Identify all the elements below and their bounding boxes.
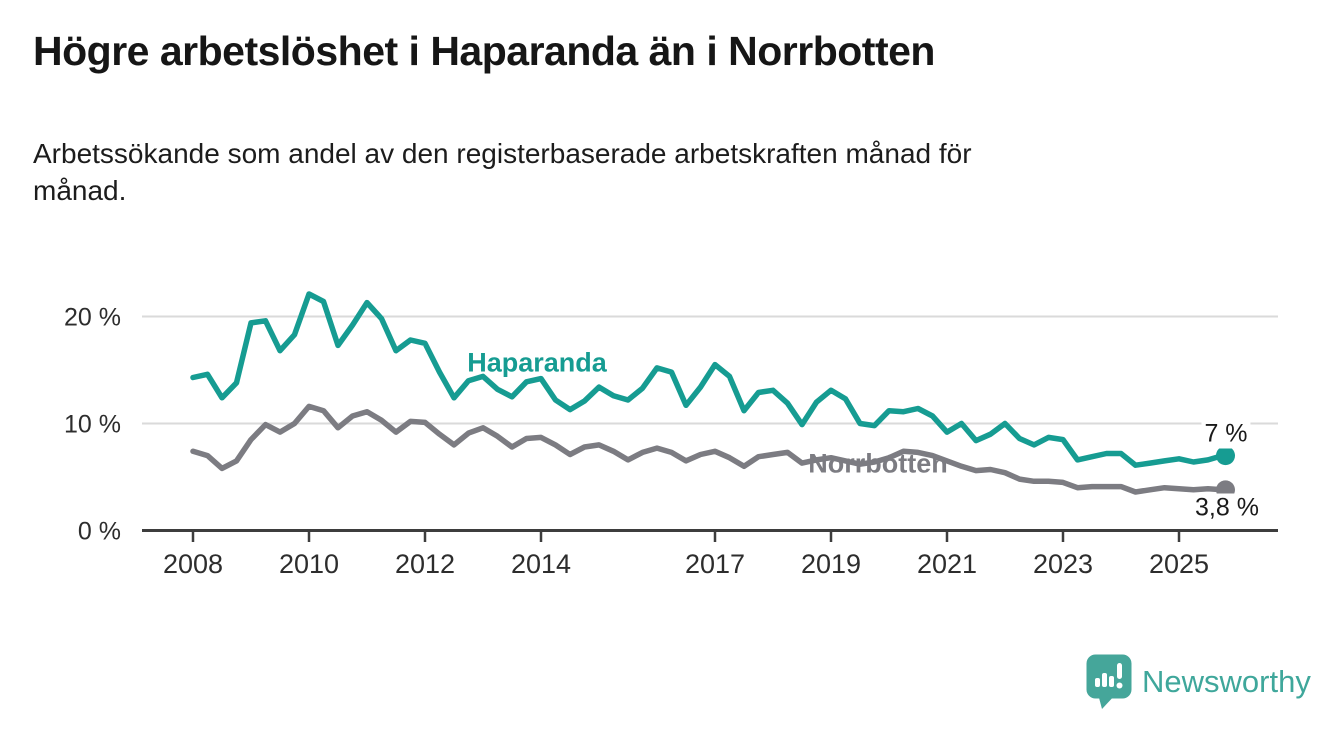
speech-bubble-shape xyxy=(1086,654,1132,699)
norrbotten-line xyxy=(190,403,1226,495)
x-axis-label: 2023 xyxy=(1033,549,1093,579)
x-axis-label: 2010 xyxy=(279,549,339,579)
end-value-haparanda: 7 % xyxy=(1201,419,1251,449)
y-axis-label: 10 % xyxy=(64,411,121,439)
bar-3 xyxy=(1109,676,1114,687)
end-value-norrbotten: 3,8 % xyxy=(1192,493,1262,523)
x-axis-label: 2019 xyxy=(801,549,861,579)
x-axis-label: 2021 xyxy=(917,549,977,579)
y-axis-label: 20 % xyxy=(64,304,121,332)
x-axis-label: 2025 xyxy=(1149,549,1209,579)
x-axis-label: 2008 xyxy=(163,549,223,579)
chart-title: Högre arbetslöshet i Haparanda än i Norr… xyxy=(33,28,935,74)
newsworthy-logo-icon xyxy=(1086,654,1132,709)
chart-subtitle: Arbetssökande som andel av den registerb… xyxy=(33,138,972,206)
exclamation-dot xyxy=(1116,682,1123,689)
y-axis-label: 0 % xyxy=(78,518,121,546)
x-axis-label: 2014 xyxy=(511,549,571,579)
x-axis-label: 2017 xyxy=(685,549,745,579)
newsworthy-logo-text: Newsworthy xyxy=(1142,664,1311,699)
bar-2 xyxy=(1102,673,1107,687)
speech-bubble-tail xyxy=(1098,694,1116,709)
x-axis-label: 2012 xyxy=(395,549,455,579)
exclamation-stem xyxy=(1117,663,1122,679)
haparanda-line xyxy=(190,291,1226,468)
bar-1 xyxy=(1095,678,1100,687)
series-label-haparanda: Haparanda xyxy=(467,347,607,378)
haparanda-end-dot xyxy=(1216,446,1235,466)
series-label-norrbotten: Norrbotten xyxy=(808,448,948,479)
newsworthy-logo: Newsworthy xyxy=(1086,654,1311,710)
